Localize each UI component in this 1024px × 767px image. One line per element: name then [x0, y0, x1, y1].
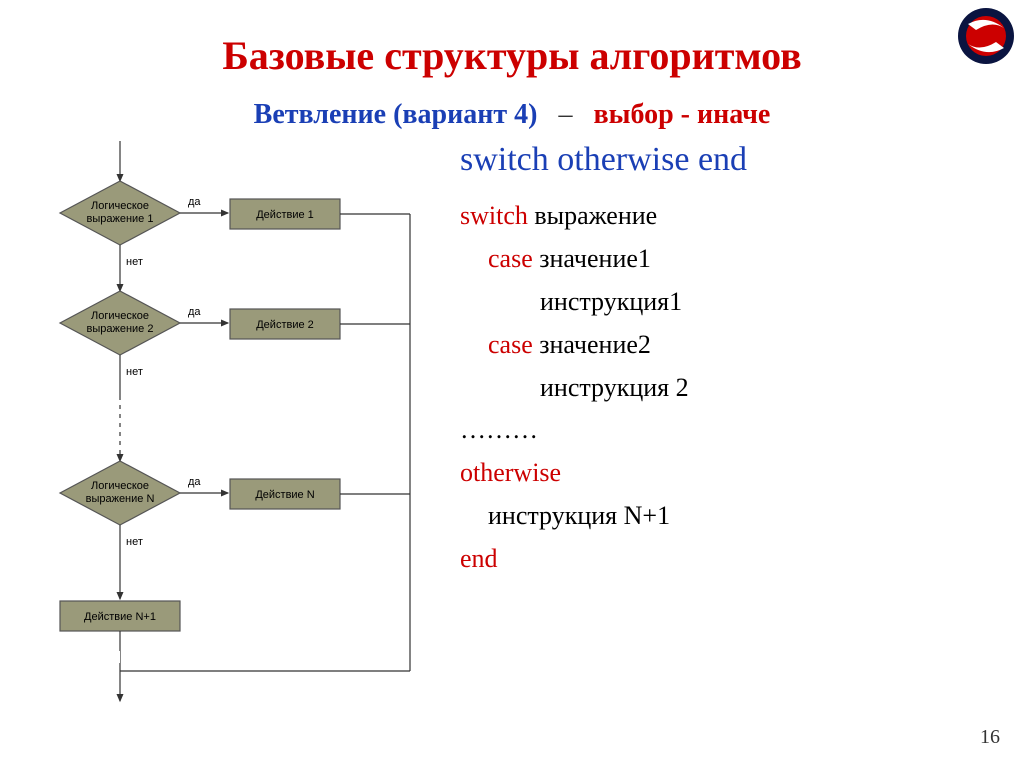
edge-yes-3: да: [188, 476, 201, 488]
slide-subtitle: Ветвление (вариант 4) – выбор - иначе: [0, 99, 1024, 131]
flowchart: Логическое выражение 1 Логическое выраже…: [20, 141, 440, 721]
d1-label-l1: Логическое: [91, 200, 149, 212]
a4-label: Действие N+1: [84, 611, 156, 623]
code-line: инструкция 2: [460, 367, 1000, 410]
a2-label: Действие 2: [256, 319, 314, 331]
code-line: switch выражение: [460, 195, 1000, 238]
edge-yes-1: да: [188, 196, 201, 208]
content-area: Логическое выражение 1 Логическое выраже…: [0, 141, 1024, 721]
code-line: end: [460, 538, 1000, 581]
subtitle-part2: выбор - иначе: [593, 99, 770, 130]
d1-label-l2: выражение 1: [87, 213, 154, 225]
code-line: case значение1: [460, 238, 1000, 281]
d2-label-l1: Логическое: [91, 310, 149, 322]
code-line: инструкция1: [460, 281, 1000, 324]
edge-yes-2: да: [188, 306, 201, 318]
d2-label-l2: выражение 2: [87, 323, 154, 335]
page-number: 16: [980, 726, 1000, 749]
code-lines: switch выражениеcase значение1инструкция…: [460, 195, 1000, 581]
edge-no-1: нет: [126, 256, 143, 268]
edge-no-3: нет: [126, 536, 143, 548]
a3-label: Действие N: [255, 489, 314, 501]
edge-no-2: нет: [126, 366, 143, 378]
slide-title: Базовые структуры алгоритмов: [0, 0, 1024, 79]
code-title: switch otherwise end: [460, 141, 1000, 179]
code-line: case значение2: [460, 324, 1000, 367]
code-line: ………: [460, 409, 1000, 452]
code-line: инструкция N+1: [460, 495, 1000, 538]
corner-logo: [956, 6, 1016, 66]
d3-label-l1: Логическое: [91, 480, 149, 492]
d3-label-l2: выражение N: [86, 493, 155, 505]
subtitle-part1: Ветвление (вариант 4): [254, 99, 538, 130]
a1-label: Действие 1: [256, 209, 314, 221]
code-block: switch otherwise end switch выражениеcas…: [460, 141, 1000, 581]
subtitle-dash: –: [544, 99, 586, 130]
flowchart-svg: Логическое выражение 1 Логическое выраже…: [20, 141, 440, 721]
code-line: otherwise: [460, 452, 1000, 495]
